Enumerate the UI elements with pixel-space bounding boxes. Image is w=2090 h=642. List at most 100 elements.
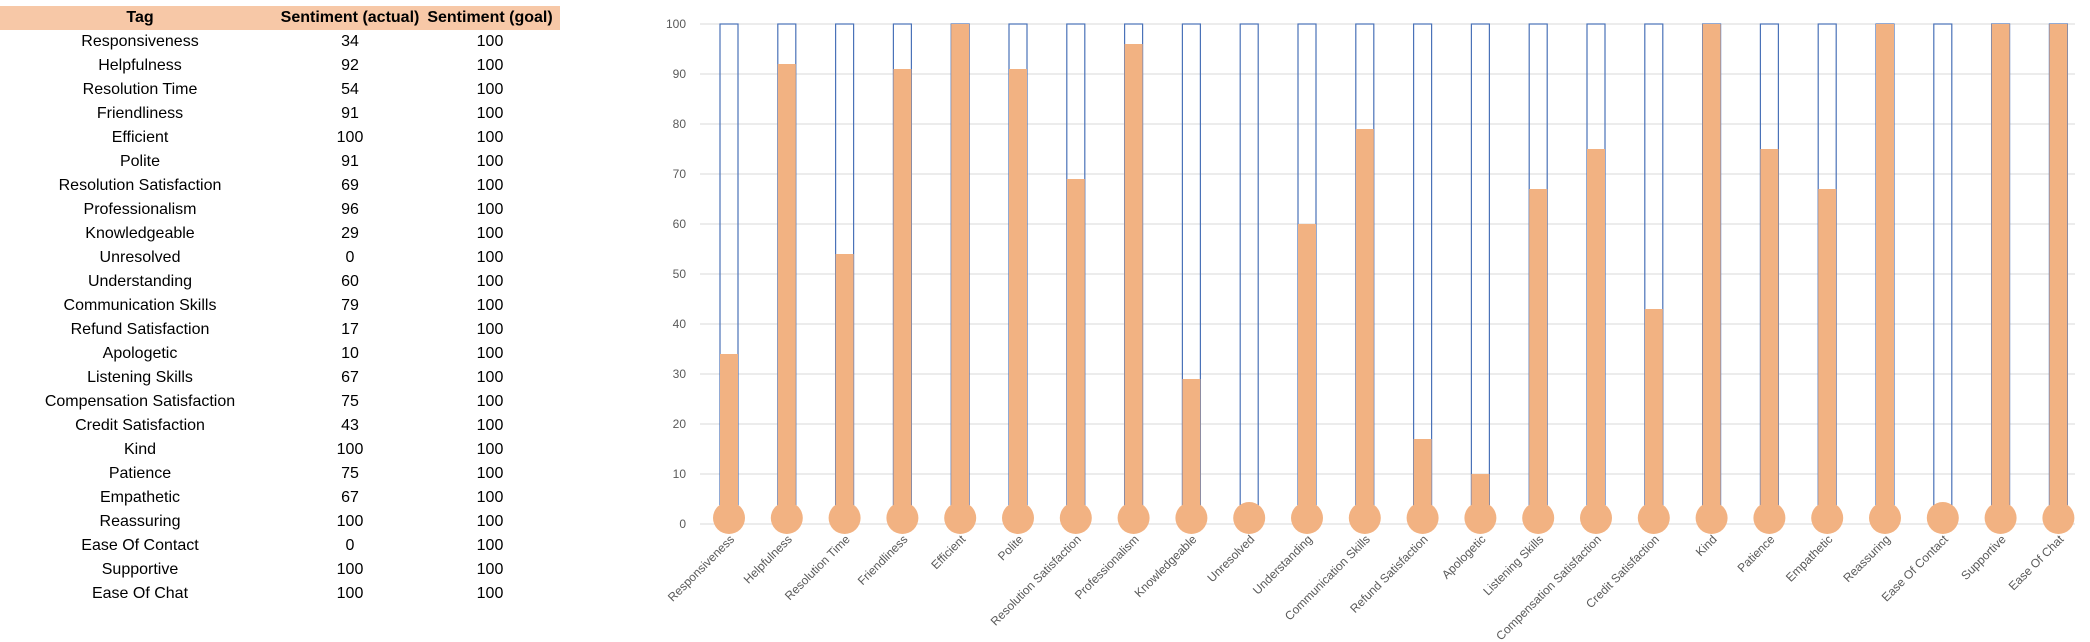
actual-bar (777, 64, 796, 524)
tag-cell: Empathetic (99, 489, 181, 506)
actual-cell: 34 (341, 33, 359, 50)
table-row: Listening Skills 67 100 (0, 366, 560, 390)
tag-cell: Professionalism (83, 201, 197, 218)
thermometer-bulb (770, 502, 803, 534)
y-tick-label: 50 (673, 267, 687, 281)
table-row: Understanding 60 100 (0, 270, 560, 294)
goal-cell: 100 (476, 489, 504, 506)
tag-cell: Supportive (101, 561, 179, 578)
actual-cell: 100 (336, 441, 364, 458)
tag-cell: Refund Satisfaction (70, 321, 210, 338)
x-tick-label: Reassuring (1840, 532, 1893, 585)
table-row: Refund Satisfaction 17 100 (0, 318, 560, 342)
goal-cell: 100 (476, 513, 504, 530)
actual-bar (1009, 69, 1027, 524)
x-tick-label: Ease Of Chat (2006, 532, 2067, 593)
tag-cell: Apologetic (102, 345, 178, 362)
thermometer-bulb (944, 502, 977, 534)
y-tick-label: 60 (673, 217, 687, 231)
goal-cell: 100 (476, 585, 504, 602)
table-row: Resolution Satisfaction 69 100 (0, 174, 560, 198)
data-table: Tag Sentiment (actual) Sentiment (goal) … (0, 6, 560, 606)
header-actual: Sentiment (actual) (280, 6, 420, 30)
x-tick-label: Apologetic (1439, 532, 1489, 582)
goal-cell: 100 (476, 81, 504, 98)
goal-cell: 100 (476, 369, 504, 386)
thermometer-bulb (1117, 502, 1150, 534)
actual-bar (1182, 379, 1201, 524)
x-tick-label: Supportive (1958, 532, 2009, 583)
tag-cell: Responsiveness (81, 33, 199, 50)
y-tick-label: 10 (673, 467, 687, 481)
y-tick-label: 30 (673, 367, 687, 381)
table-row: Supportive 100 100 (0, 558, 560, 582)
goal-cell: 100 (476, 537, 504, 554)
tag-cell: Resolution Satisfaction (58, 177, 222, 194)
actual-cell: 75 (341, 393, 359, 410)
x-tick-label: Compensation Satisfaction (1493, 532, 1604, 642)
tag-cell: Reassuring (99, 513, 181, 530)
goal-cell: 100 (476, 201, 504, 218)
actual-cell: 100 (336, 561, 364, 578)
table-row: Friendliness 91 100 (0, 102, 560, 126)
thermometer-bulb (1637, 502, 1670, 534)
actual-bar (1529, 189, 1548, 524)
table-row: Helpfulness 92 100 (0, 54, 560, 78)
actual-bar (951, 24, 970, 524)
thermometer-bulb (886, 502, 919, 534)
goal-cell: 100 (476, 321, 504, 338)
thermometer-bulb (1522, 502, 1555, 534)
tag-cell: Credit Satisfaction (75, 417, 205, 434)
table-row: Resolution Time 54 100 (0, 78, 560, 102)
tag-cell: Ease Of Contact (81, 537, 199, 554)
thermometer-bulb (1175, 502, 1208, 534)
table-row: Compensation Satisfaction 75 100 (0, 390, 560, 414)
actual-bar (1066, 179, 1085, 524)
actual-cell: 67 (341, 489, 359, 506)
table-row: Ease Of Chat 100 100 (0, 582, 560, 606)
y-tick-label: 0 (679, 517, 686, 531)
table-row: Credit Satisfaction 43 100 (0, 414, 560, 438)
tag-cell: Resolution Time (82, 81, 198, 98)
goal-cell: 100 (476, 417, 504, 434)
goal-cell: 100 (476, 561, 504, 578)
actual-cell: 91 (341, 105, 359, 122)
x-tick-label: Helpfulness (741, 532, 795, 586)
actual-bar (1124, 44, 1143, 524)
actual-cell: 17 (341, 321, 359, 338)
table-row: Kind 100 100 (0, 438, 560, 462)
actual-cell: 10 (341, 345, 359, 362)
x-tick-label: Responsiveness (665, 532, 737, 604)
actual-cell: 100 (336, 585, 364, 602)
goal-cell: 100 (476, 57, 504, 74)
y-tick-label: 100 (666, 17, 686, 31)
x-tick-label: Efficient (928, 532, 968, 572)
actual-cell: 29 (341, 225, 359, 242)
thermometer-bulb (1695, 502, 1728, 534)
thermometer-bulb (1984, 502, 2017, 534)
goal-cell: 100 (476, 345, 504, 362)
thermometer-bulb (2042, 502, 2075, 534)
table-row: Reassuring 100 100 (0, 510, 560, 534)
thermometer-bulb (1580, 502, 1612, 534)
goal-cell: 100 (476, 297, 504, 314)
goal-cell: 100 (476, 465, 504, 482)
actual-cell: 92 (341, 57, 359, 74)
tag-cell: Kind (123, 441, 157, 458)
actual-cell: 79 (341, 297, 359, 314)
actual-bar (1760, 149, 1779, 524)
tag-cell: Unresolved (99, 249, 181, 266)
x-tick-label: Knowledgeable (1132, 532, 1200, 600)
thermometer-bulb (1233, 502, 1266, 534)
thermometer-bulb (1753, 502, 1786, 534)
actual-bar (1818, 189, 1837, 524)
thermometer-bulb (1811, 502, 1844, 534)
tag-cell: Efficient (111, 129, 169, 146)
thermometer-bulb (1464, 502, 1497, 534)
header-tag: Tag (0, 6, 280, 30)
table-row: Apologetic 10 100 (0, 342, 560, 366)
x-tick-label: Friendliness (855, 532, 911, 588)
goal-cell: 100 (476, 105, 504, 122)
actual-bar (835, 254, 854, 524)
y-tick-label: 70 (673, 167, 687, 181)
